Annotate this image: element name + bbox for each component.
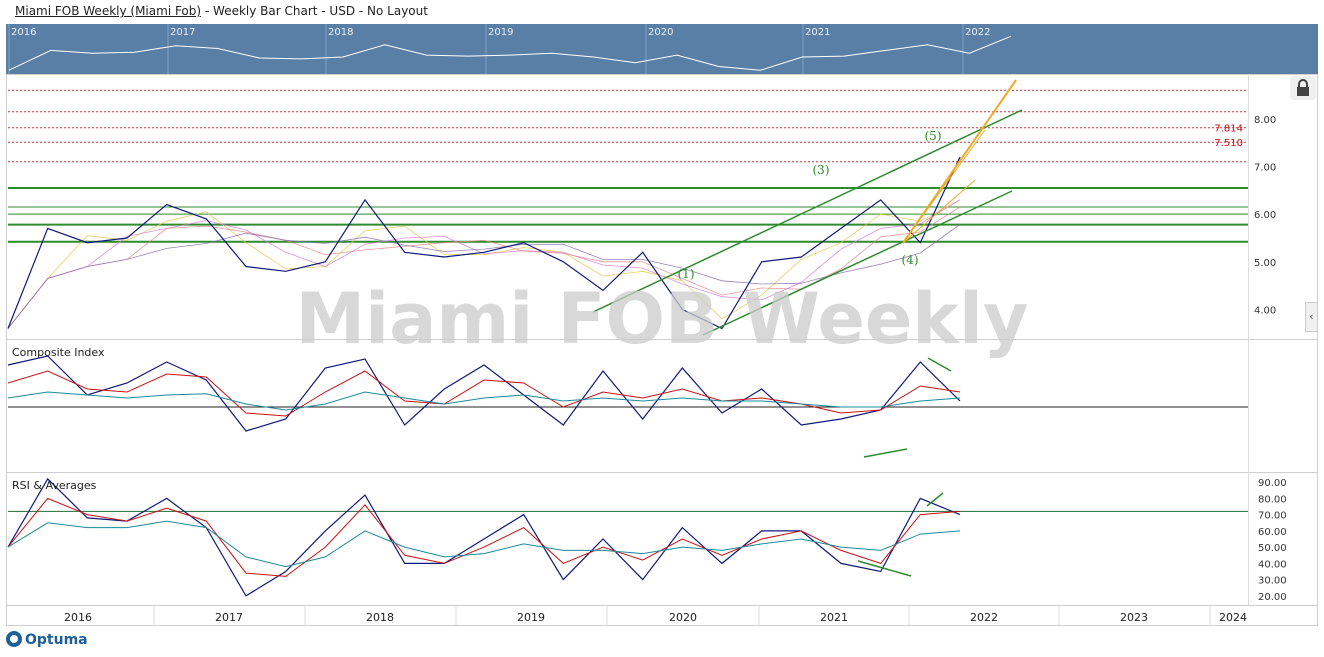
optuma-logo-icon [6,631,22,647]
divergence-line [863,448,908,458]
channel-lower-line [702,190,1013,336]
fan-line [902,79,1017,244]
navigator-year-label: 2019 [488,27,513,38]
moving-average-line [7,224,961,329]
price-tick-label: 5.00 [1254,258,1276,269]
fan-line [902,179,976,244]
brand-name: Optuma [25,632,88,648]
brand-logo: Optuma [6,631,88,648]
navigator-year-label: 2018 [328,27,353,38]
watermark-text: Miami FOB Weekly [295,278,1028,360]
navigator-year-label: 2016 [11,27,36,38]
navigator-year-label: 2017 [170,27,195,38]
rsi-tick-label: 70.00 [1258,511,1287,522]
navigator-bar[interactable]: 2016 2017 2018 2019 2020 2021 2022 [6,24,1318,74]
divergence-line [857,560,912,577]
divergence-line [927,357,952,372]
composite-panel-label: Composite Index [12,346,105,359]
composite-series-line [7,370,961,417]
divergence-line [926,492,944,507]
year-tick-label: 2024 [1219,611,1247,624]
channel-upper-line [592,109,1023,313]
year-tick-label: 2018 [366,611,394,624]
collapse-panel-button[interactable]: ‹ [1305,302,1318,332]
navigator-year-label: 2022 [965,27,990,38]
rsi-series-line [7,497,961,577]
wave-label: (5) [925,129,942,143]
year-tick-label: 2017 [215,611,243,624]
rsi-panel-label: RSI & Averages [12,479,97,492]
wave-label: (1) [678,267,695,281]
price-tick-label: 8.00 [1254,115,1276,126]
symbol-link[interactable]: Miami FOB Weekly (Miami Fob) [15,4,202,18]
fan-line [902,129,986,244]
rsi-tick-label: 80.00 [1258,494,1287,505]
price-tick-label: 6.00 [1254,210,1276,221]
lock-icon [1297,79,1309,96]
rsi-tick-label: 20.00 [1258,592,1287,603]
chart-subtitle: - Weekly Bar Chart - USD - No Layout [201,4,428,18]
lock-button[interactable] [1290,76,1316,100]
price-series-line [7,156,961,330]
wave-label: (3) [813,163,830,177]
price-tick-label: 7.00 [1254,163,1276,174]
year-tick-label: 2019 [517,611,545,624]
chart-title: Miami FOB Weekly (Miami Fob) - Weekly Ba… [15,4,428,18]
rsi-tick-label: 60.00 [1258,527,1287,538]
year-tick-label: 2020 [669,611,697,624]
year-tick-label: 2022 [970,611,998,624]
year-tick-label: 2023 [1120,611,1148,624]
rsi-tick-label: 90.00 [1258,478,1287,489]
chevron-left-icon: ‹ [1309,310,1314,323]
moving-average-line [7,199,961,329]
chart-frame [6,74,1318,626]
rsi-series-line [7,520,961,568]
wave-label: (4) [902,253,919,267]
rsi-tick-label: 30.00 [1258,576,1287,587]
rsi-tick-label: 40.00 [1258,559,1287,570]
price-tick-label: 4.00 [1254,305,1276,316]
navigator-year-label: 2021 [805,27,830,38]
year-tick-label: 2021 [820,611,848,624]
rsi-series-line [7,477,961,597]
navigator-year-label: 2020 [648,27,673,38]
composite-series-line [7,355,961,432]
price-level-label: 7.814 [1214,124,1243,135]
year-tick-label: 2016 [64,611,92,624]
rsi-tick-label: 50.00 [1258,543,1287,554]
navigator-series-line [8,35,1012,71]
navigator-line: 2016 2017 2018 2019 2020 2021 2022 [8,24,1012,74]
composite-series-line [7,391,961,411]
price-level-label: 7.510 [1214,138,1243,149]
